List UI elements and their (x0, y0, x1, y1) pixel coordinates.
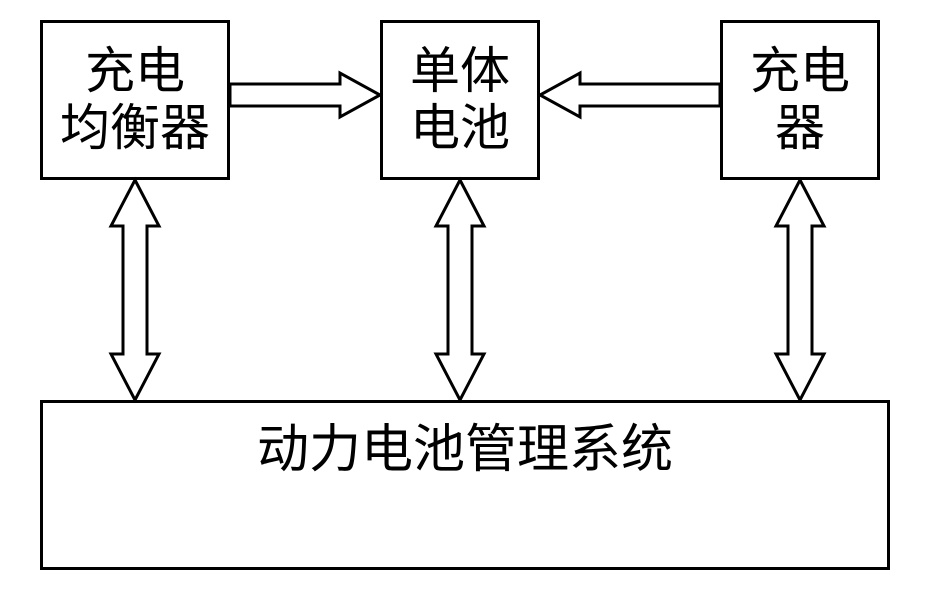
arrow-equalizer-to-bms (111, 180, 159, 400)
node-cell: 单体电池 (380, 20, 540, 180)
arrow-charger-to-bms (776, 180, 824, 400)
node-bms: 动力电池管理系统 (40, 400, 890, 570)
node-charger: 充电器 (720, 20, 880, 180)
node-bms-label: 动力电池管理系统 (257, 421, 673, 481)
node-cell-label: 单体电池 (410, 43, 510, 158)
arrow-equalizer-to-cell (230, 73, 380, 117)
node-charger-label: 充电器 (750, 43, 850, 158)
node-equalizer: 充电均衡器 (40, 20, 230, 180)
node-equalizer-label: 充电均衡器 (60, 43, 210, 158)
arrow-charger-to-cell (540, 73, 720, 117)
arrow-cell-to-bms (436, 180, 484, 400)
block-diagram: 充电均衡器 单体电池 充电器 动力电池管理系统 (0, 0, 934, 598)
